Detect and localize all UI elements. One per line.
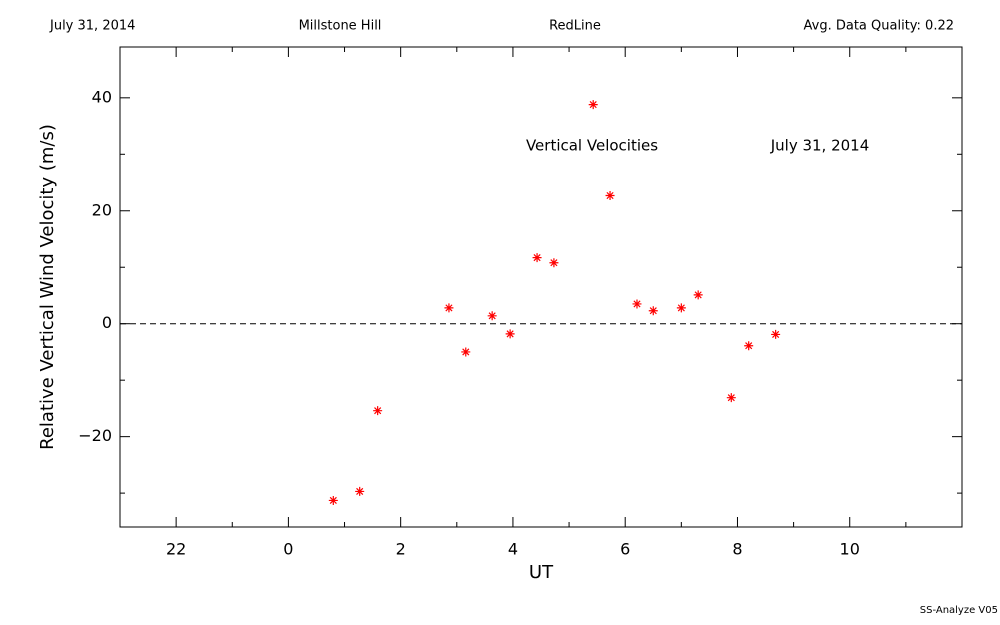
point xyxy=(532,253,542,263)
point xyxy=(693,290,703,300)
x-tick-label: 6 xyxy=(620,540,630,559)
point xyxy=(648,306,658,316)
point xyxy=(676,303,686,313)
point xyxy=(605,191,615,201)
y-tick-label: 40 xyxy=(92,87,112,106)
annotation: Vertical Velocities xyxy=(526,137,658,155)
point xyxy=(487,311,497,321)
point xyxy=(726,393,736,403)
annotation: July 31, 2014 xyxy=(770,137,870,155)
point xyxy=(632,299,642,309)
x-tick-label: 8 xyxy=(732,540,742,559)
y-axis-label: Relative Vertical Wind Velocity (m/s) xyxy=(37,124,58,450)
point xyxy=(355,486,365,496)
point xyxy=(505,329,515,339)
x-tick-label: 22 xyxy=(166,540,186,559)
point xyxy=(373,406,383,416)
header-site: Millstone Hill xyxy=(299,19,382,34)
header-quality: Avg. Data Quality: 0.22 xyxy=(804,19,954,34)
y-tick-label: 20 xyxy=(92,200,112,219)
point xyxy=(549,258,559,268)
point xyxy=(744,341,754,351)
footer: SS-Analyze V05 xyxy=(920,605,998,616)
x-tick-label: 2 xyxy=(396,540,406,559)
x-tick-label: 0 xyxy=(283,540,293,559)
header-date: July 31, 2014 xyxy=(49,19,135,34)
x-axis-label: UT xyxy=(529,562,554,583)
y-tick-label: −20 xyxy=(78,426,112,445)
plot-frame xyxy=(119,46,963,528)
point xyxy=(328,495,338,505)
point xyxy=(444,303,454,313)
point xyxy=(771,329,781,339)
y-tick-label: 0 xyxy=(102,313,112,332)
point xyxy=(588,100,598,110)
point xyxy=(461,347,471,357)
header-line: RedLine xyxy=(549,19,601,34)
x-tick-label: 10 xyxy=(840,540,860,559)
x-tick-label: 4 xyxy=(508,540,518,559)
